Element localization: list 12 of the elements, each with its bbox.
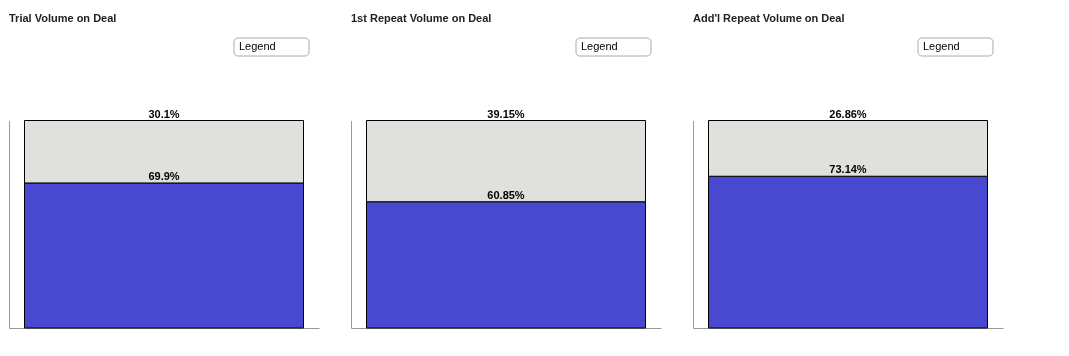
data-label: 39.15% <box>487 107 525 120</box>
text: Legend <box>239 40 276 52</box>
data-label: 73.14% <box>829 163 867 176</box>
text: Legend <box>581 40 618 52</box>
data-label: 69.9% <box>148 169 180 182</box>
text: Legend <box>923 40 960 52</box>
chart-title: Trial Volume on Deal <box>9 11 117 24</box>
chart-title: 1st Repeat Volume on Deal <box>351 11 492 24</box>
data-label: 26.86% <box>829 107 867 120</box>
data-label: 30.1% <box>148 107 180 120</box>
data-label: 60.85% <box>487 188 525 201</box>
chart-title: Add'l Repeat Volume on Deal <box>693 11 845 24</box>
